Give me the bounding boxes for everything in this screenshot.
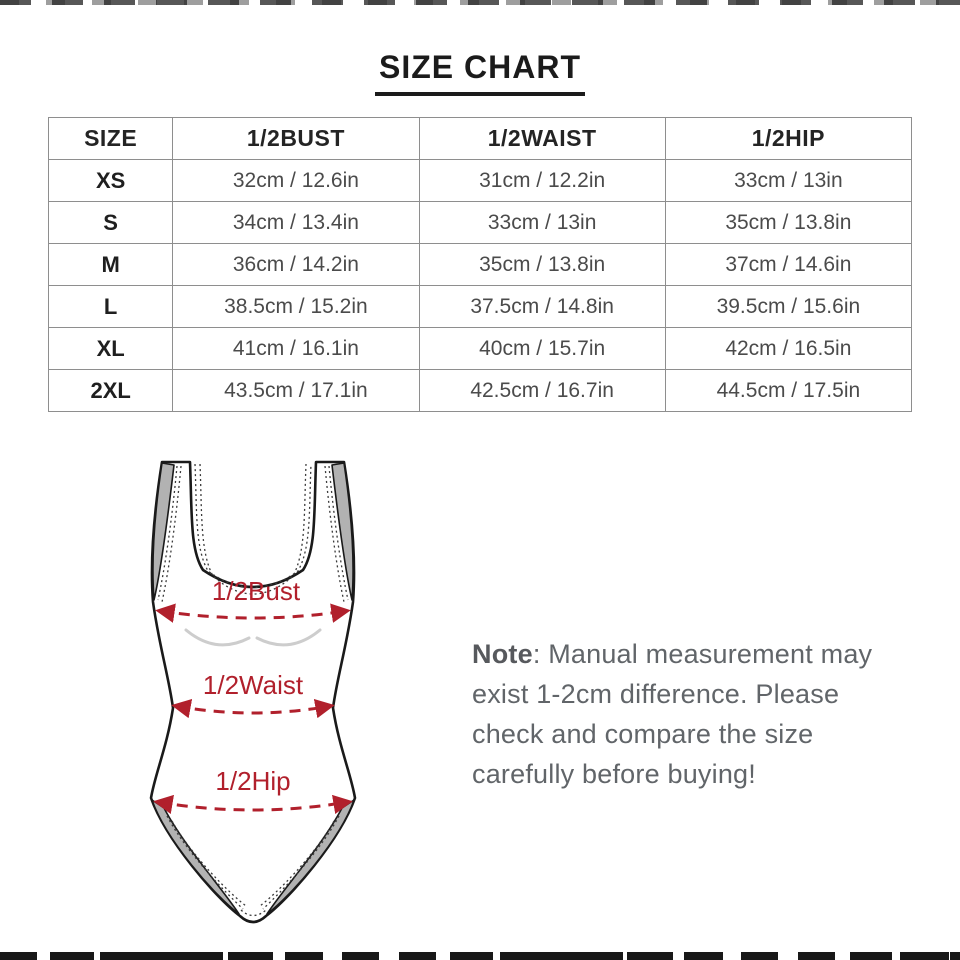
table-row: XS 32cm / 12.6in 31cm / 12.2in 33cm / 13… — [47, 159, 913, 202]
stitch-line-neckline — [199, 463, 307, 595]
column-header-hip: 1/2HIP — [664, 117, 913, 160]
measurement-cell: 39.5cm / 15.6in — [664, 285, 913, 328]
waist-label: 1/2Waist — [203, 670, 304, 700]
size-cell: M — [47, 243, 174, 286]
table-row: XL 41cm / 16.1in 40cm / 15.7in 42cm / 16… — [47, 327, 913, 370]
stitch-line-armhole-left — [157, 465, 178, 601]
leg-shade-right — [266, 799, 355, 915]
measurement-cell: 37cm / 14.6in — [664, 243, 913, 286]
stitch-line-leg-right — [262, 815, 340, 910]
stitch-line-neckline — [194, 463, 312, 589]
armhole-shade-right — [331, 462, 354, 601]
measurement-cell: 31cm / 12.2in — [418, 159, 666, 202]
measurement-cell: 40cm / 15.7in — [418, 327, 666, 370]
hip-label: 1/2Hip — [215, 766, 290, 796]
table-row: M 36cm / 14.2in 35cm / 13.8in 37cm / 14.… — [47, 243, 913, 286]
size-chart-table: SIZE 1/2BUST 1/2WAIST 1/2HIP XS 32cm / 1… — [47, 117, 913, 412]
note-body: : Manual measurement may exist 1-2cm dif… — [472, 639, 873, 789]
stitch-line-armhole-left — [161, 465, 182, 603]
stitch-line-crotch — [240, 909, 267, 917]
measurement-note: Note: Manual measurement may exist 1-2cm… — [472, 634, 902, 794]
swimsuit-measurement-diagram: 1/2Bust 1/2Waist 1/2Hip — [149, 460, 357, 924]
bust-contour-right — [255, 628, 322, 647]
bust-arrow — [155, 603, 351, 623]
armhole-shade-left — [152, 462, 175, 601]
measurement-cell: 38.5cm / 15.2in — [172, 285, 420, 328]
measurement-cell: 35cm / 13.8in — [418, 243, 666, 286]
stitch-line-leg-right — [259, 820, 335, 907]
note-label: Note — [472, 639, 533, 669]
column-header-bust: 1/2BUST — [172, 117, 420, 160]
stitch-line-leg-left — [171, 820, 247, 907]
leg-shade-left — [151, 799, 240, 915]
size-cell: S — [47, 201, 174, 244]
size-cell: XL — [47, 327, 174, 370]
measurement-cell: 44.5cm / 17.5in — [664, 369, 913, 412]
table-row: S 34cm / 13.4in 33cm / 13in 35cm / 13.8i… — [47, 201, 913, 244]
measurement-cell: 43.5cm / 17.1in — [172, 369, 420, 412]
waist-arrow — [171, 699, 335, 719]
measurement-cell: 33cm / 13in — [418, 201, 666, 244]
title-container: SIZE CHART — [0, 49, 960, 96]
table-row: 2XL 43.5cm / 17.1in 42.5cm / 16.7in 44.5… — [47, 369, 913, 412]
column-header-size: SIZE — [47, 117, 174, 160]
stitch-line-armhole-right — [324, 465, 345, 603]
size-cell: XS — [47, 159, 174, 202]
size-cell: 2XL — [47, 369, 174, 412]
measurement-cell: 32cm / 12.6in — [172, 159, 420, 202]
measurement-cell: 35cm / 13.8in — [664, 201, 913, 244]
table-row: L 38.5cm / 15.2in 37.5cm / 14.8in 39.5cm… — [47, 285, 913, 328]
hip-arrow — [153, 794, 353, 815]
measurement-cell: 36cm / 14.2in — [172, 243, 420, 286]
measurement-cell: 33cm / 13in — [664, 159, 913, 202]
page-title: SIZE CHART — [375, 49, 585, 96]
measurement-cell: 42.5cm / 16.7in — [418, 369, 666, 412]
stitch-line-leg-left — [166, 815, 244, 910]
measurement-cell: 42cm / 16.5in — [664, 327, 913, 370]
measurement-cell: 34cm / 13.4in — [172, 201, 420, 244]
cropped-text-marks-bottom — [0, 952, 960, 960]
cropped-text-marks-top — [0, 0, 960, 5]
stitch-line-armhole-right — [328, 465, 349, 601]
size-cell: L — [47, 285, 174, 328]
measurement-cell: 37.5cm / 14.8in — [418, 285, 666, 328]
bust-contour-left — [184, 628, 251, 647]
table-header-row: SIZE 1/2BUST 1/2WAIST 1/2HIP — [47, 117, 913, 160]
measurement-cell: 41cm / 16.1in — [172, 327, 420, 370]
column-header-waist: 1/2WAIST — [418, 117, 666, 160]
bust-label: 1/2Bust — [212, 576, 301, 606]
